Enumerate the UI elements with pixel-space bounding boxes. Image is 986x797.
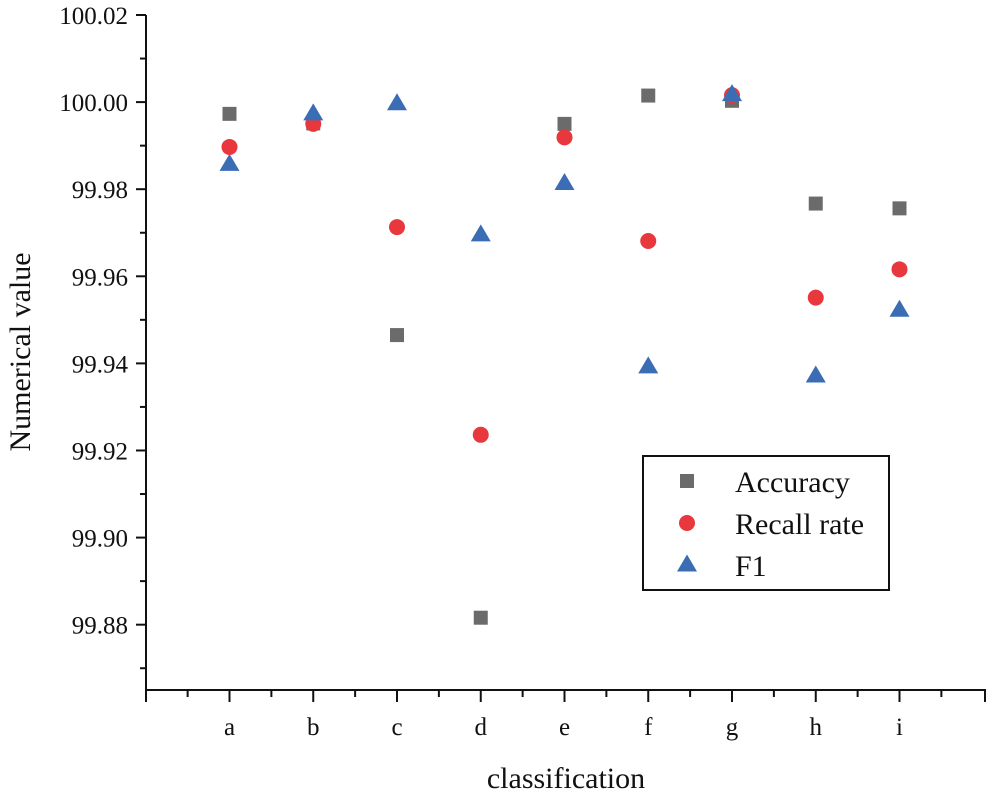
point-accuracy [808, 196, 823, 211]
point-accuracy [641, 88, 656, 103]
point-f1 [889, 299, 910, 317]
point-recall-rate [891, 261, 908, 278]
point-recall-rate [807, 289, 824, 306]
x-tick-label: d [475, 714, 488, 741]
legend-label-f1: F1 [735, 550, 767, 583]
x-tick-label: i [896, 714, 903, 741]
y-tick-label: 99.98 [72, 177, 128, 204]
point-recall-rate [221, 138, 238, 155]
point-f1 [638, 356, 659, 374]
point-f1 [470, 224, 491, 242]
legend: Accuracy Recall rate F1 [642, 455, 890, 591]
point-f1 [387, 93, 407, 111]
point-accuracy [222, 106, 237, 121]
legend-marker-recall-rate [679, 515, 695, 531]
x-tick-label: h [810, 714, 823, 741]
x-tick-label: b [307, 714, 320, 741]
point-f1 [805, 365, 826, 383]
point-accuracy [892, 201, 907, 216]
y-axis-title: Numerical value [4, 252, 37, 451]
legend-marker-accuracy [680, 474, 694, 488]
x-tick-label: g [726, 714, 739, 741]
x-tick-label: e [559, 714, 570, 741]
point-f1 [554, 172, 575, 190]
y-tick-label: 99.88 [72, 613, 128, 640]
point-f1 [303, 103, 324, 121]
point-accuracy [390, 328, 404, 343]
x-tick-label: f [644, 714, 653, 741]
point-f1 [219, 153, 240, 171]
y-tick-label: 99.94 [72, 351, 129, 378]
point-f1 [722, 84, 742, 102]
legend-label-accuracy: Accuracy [735, 466, 850, 499]
y-tick-label: 100.02 [59, 3, 128, 30]
legend-marker-f1 [677, 554, 697, 572]
x-tick-label: c [391, 714, 402, 741]
legend-label-recall-rate: Recall rate [735, 508, 864, 541]
y-tick-label: 99.96 [72, 264, 128, 291]
point-recall-rate [640, 233, 657, 250]
x-ticks: a b c d e f g h i [145, 690, 986, 741]
point-recall-rate [472, 426, 489, 443]
point-recall-rate [389, 219, 405, 236]
x-tick-label: a [224, 714, 235, 741]
y-tick-label: 99.90 [72, 526, 128, 553]
axes [145, 15, 986, 691]
y-tick-label: 100.00 [59, 90, 128, 117]
x-axis-title: classification [487, 762, 645, 795]
data-markers [219, 84, 910, 625]
point-accuracy [557, 116, 572, 131]
y-tick-label: 99.92 [72, 438, 128, 465]
point-accuracy [473, 610, 488, 625]
y-ticks: 99.88 99.90 99.92 99.94 99.96 99.98 100.00 100.… [59, 3, 146, 670]
point-recall-rate [556, 129, 573, 146]
